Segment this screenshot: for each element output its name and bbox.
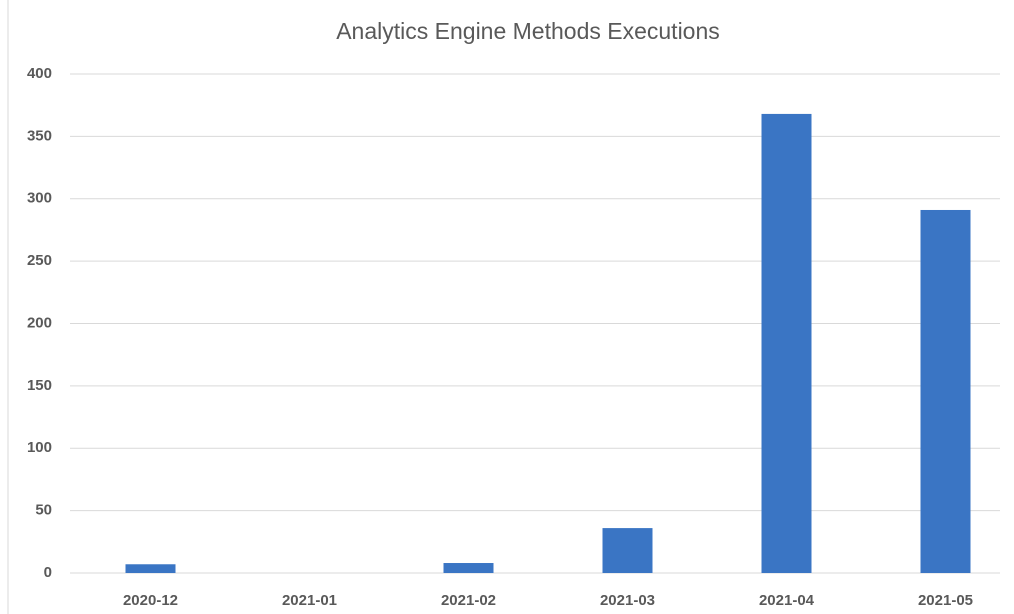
x-tick-label: 2020-12 [123, 592, 178, 609]
y-tick-label: 100 [27, 439, 52, 456]
y-tick-label: 200 [27, 314, 52, 331]
bar [443, 563, 494, 573]
x-tick-label: 2021-03 [600, 592, 655, 609]
y-tick-label: 400 [27, 65, 52, 82]
bar [920, 209, 971, 574]
y-tick-label: 0 [44, 564, 52, 581]
x-tick-label: 2021-05 [918, 592, 973, 609]
y-tick-label: 250 [27, 252, 52, 269]
y-tick-label: 150 [27, 377, 52, 394]
bar [602, 528, 653, 573]
bar [761, 113, 812, 574]
x-tick-label: 2021-01 [282, 592, 337, 609]
y-tick-label: 50 [35, 502, 52, 519]
x-tick-label: 2021-02 [441, 592, 496, 609]
y-tick-label: 350 [27, 127, 52, 144]
y-tick-label: 300 [27, 190, 52, 207]
bar [125, 564, 176, 573]
chart-title: Analytics Engine Methods Executions [336, 18, 720, 44]
x-tick-label: 2021-04 [759, 592, 815, 609]
